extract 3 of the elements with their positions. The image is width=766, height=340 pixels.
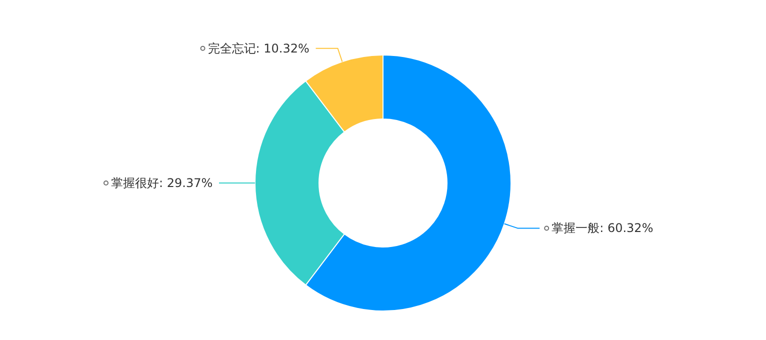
- slice-label: 掌握一般: 60.32%: [552, 221, 654, 236]
- slice-label: 掌握很好: 29.37%: [111, 176, 213, 190]
- slice-label: 完全忘记: 10.32%: [208, 41, 310, 56]
